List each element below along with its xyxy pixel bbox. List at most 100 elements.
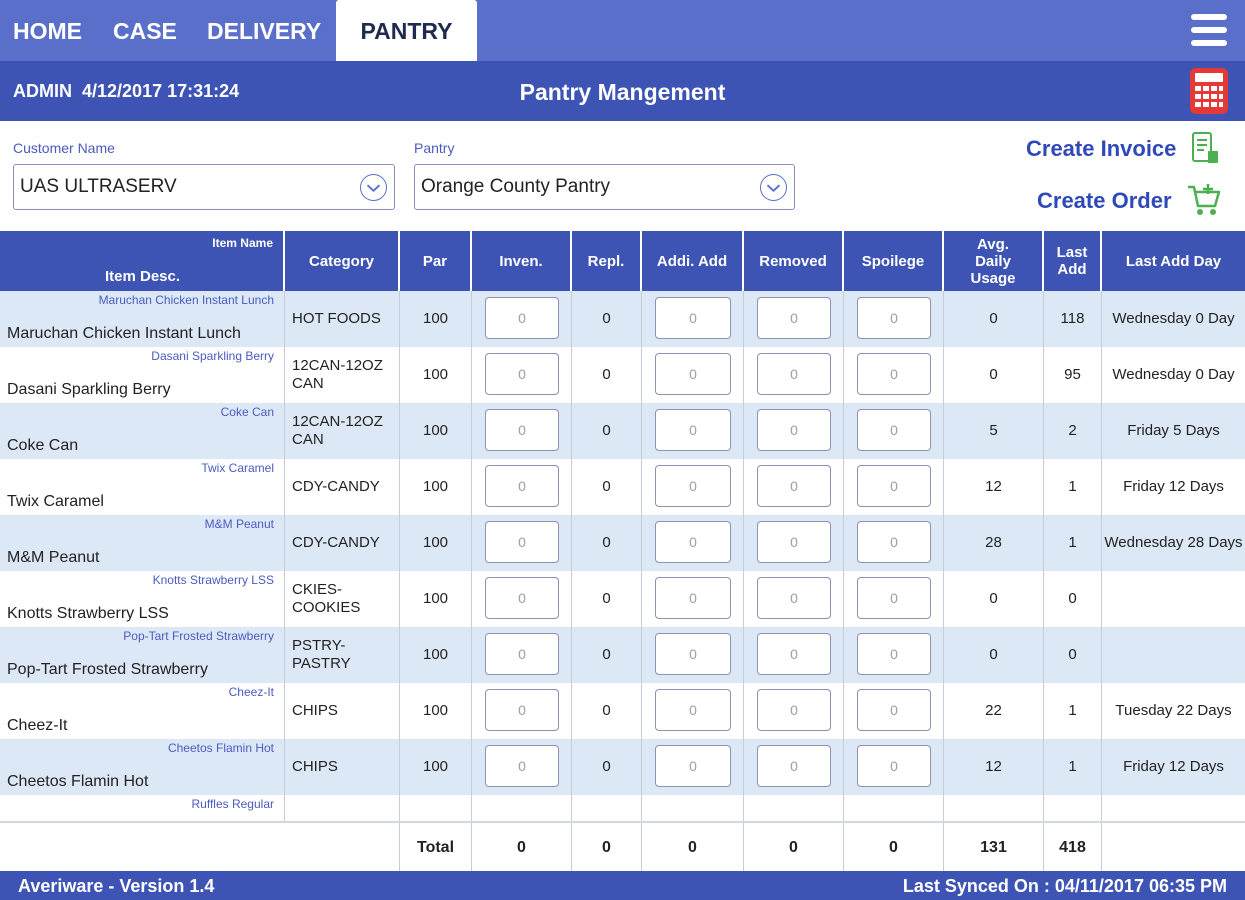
category-cell: 12CAN-12OZ CAN [285,403,400,459]
removed-cell: 0 [744,459,844,515]
inven-input[interactable]: 0 [485,465,559,507]
removed-input[interactable]: 0 [757,689,831,731]
spoilege-input[interactable]: 0 [857,465,931,507]
removed-input[interactable]: 0 [757,465,831,507]
removed-input[interactable]: 0 [757,633,831,675]
table-row[interactable]: Cheetos Flamin Hot Cheetos Flamin Hot CHIP… [0,739,1245,795]
table-row[interactable]: Pop-Tart Frosted Strawberry Pop-Tart Fros… [0,627,1245,683]
removed-cell: 0 [744,347,844,403]
addi-add-input[interactable]: 0 [655,353,731,395]
inven-cell: 0 [472,627,572,683]
table-row[interactable]: Ruffles Regular [0,795,1245,821]
inven-input[interactable]: 0 [485,521,559,563]
addi-add-input[interactable]: 0 [655,633,731,675]
tab-home[interactable]: HOME [13,18,82,44]
last-add-cell [1044,795,1102,821]
footer-bar: Averiware - Version 1.4 Last Synced On :… [0,871,1245,900]
removed-input[interactable]: 0 [757,353,831,395]
removed-input[interactable]: 0 [757,577,831,619]
removed-input[interactable]: 0 [757,409,831,451]
spoilege-input[interactable]: 0 [857,409,931,451]
spoilege-input[interactable]: 0 [857,353,931,395]
tab-pantry[interactable]: PANTRY [336,0,477,61]
table-row[interactable]: Cheez-It Cheez-It CHIPS 100 0 0 0 0 0 22 1 Tuesday … [0,683,1245,739]
par-cell: 100 [400,459,472,515]
last-add-day-cell: Tuesday 22 Days [1115,702,1232,719]
item-cell: Twix Caramel Twix Caramel [0,459,285,515]
repl-cell: 0 [572,739,642,795]
calculator-icon[interactable] [1189,67,1229,115]
removed-input[interactable]: 0 [757,297,831,339]
inven-input[interactable]: 0 [485,297,559,339]
last-add-cell: 1 [1044,515,1102,571]
create-order-button[interactable]: Create Order [1037,188,1172,213]
totals-row: Total 0 0 0 0 0 131 418 [0,821,1245,871]
addi-add-input[interactable]: 0 [655,521,731,563]
removed-cell: 0 [744,403,844,459]
item-desc: Maruchan Chicken Instant Lunch [7,325,241,342]
spoilege-cell: 0 [844,683,944,739]
spoilege-cell: 0 [844,515,944,571]
removed-cell: 0 [744,683,844,739]
category-cell: CDY-CANDY [285,459,400,515]
table-row[interactable]: Coke Can Coke Can 12CAN-12OZ CAN 100 0 0 0 0 0 5 2… [0,403,1245,459]
table-row[interactable]: Dasani Sparkling Berry Dasani Sparkling B… [0,347,1245,403]
spoilege-input[interactable]: 0 [857,577,931,619]
category-cell: 12CAN-12OZ CAN [285,347,400,403]
item-cell: Ruffles Regular [0,795,285,821]
hamburger-menu-icon[interactable] [1191,12,1227,48]
totals-avg: 131 [944,823,1044,871]
shopping-cart-icon[interactable] [1186,182,1222,218]
repl-cell: 0 [572,347,642,403]
avg-cell: 22 [944,683,1044,739]
spoilege-cell: 0 [844,627,944,683]
addi-add-cell: 0 [642,627,744,683]
addi-add-input[interactable]: 0 [655,745,731,787]
category-cell: CHIPS [285,683,400,739]
addi-add-input[interactable]: 0 [655,689,731,731]
inven-input[interactable]: 0 [485,745,559,787]
repl-cell: 0 [572,627,642,683]
spoilege-input[interactable]: 0 [857,297,931,339]
addi-add-cell [642,795,744,821]
header-inven: Inven. [472,231,572,291]
spoilege-cell: 0 [844,459,944,515]
addi-add-input[interactable]: 0 [655,409,731,451]
totals-spacer [0,823,400,871]
totals-inven: 0 [472,823,572,871]
item-cell: Dasani Sparkling Berry Dasani Sparkling B… [0,347,285,403]
addi-add-input[interactable]: 0 [655,465,731,507]
create-invoice-button[interactable]: Create Invoice [1026,136,1177,161]
header-avg-daily-usage: Avg. Daily Usage [944,231,1044,291]
spoilege-input[interactable]: 0 [857,633,931,675]
addi-add-input[interactable]: 0 [655,577,731,619]
addi-add-cell: 0 [642,459,744,515]
addi-add-input[interactable]: 0 [655,297,731,339]
inven-input[interactable]: 0 [485,689,559,731]
tab-case[interactable]: CASE [113,18,177,44]
item-cell: Knotts Strawberry LSS Knotts Strawberry L… [0,571,285,627]
table-row[interactable]: M&M Peanut M&M Peanut CDY-CANDY 100 0 0 0 0 0 28 1… [0,515,1245,571]
repl-cell: 0 [572,683,642,739]
spoilege-input[interactable]: 0 [857,689,931,731]
app-version: Averiware - Version 1.4 [18,876,215,896]
inven-input[interactable]: 0 [485,633,559,675]
tab-delivery[interactable]: DELIVERY [207,18,322,44]
inven-input[interactable]: 0 [485,353,559,395]
inven-input[interactable]: 0 [485,409,559,451]
customer-name-select[interactable]: UAS ULTRASERV [13,164,395,210]
spoilege-input[interactable]: 0 [857,745,931,787]
spoilege-input[interactable]: 0 [857,521,931,563]
table-row[interactable]: Knotts Strawberry LSS Knotts Strawberry L… [0,571,1245,627]
item-desc: Pop-Tart Frosted Strawberry [7,661,208,678]
inven-input[interactable]: 0 [485,577,559,619]
removed-input[interactable]: 0 [757,521,831,563]
avg-cell: 0 [944,347,1044,403]
par-cell: 100 [400,403,472,459]
spoilege-cell: 0 [844,403,944,459]
pantry-select[interactable]: Orange County Pantry [414,164,795,210]
table-row[interactable]: Twix Caramel Twix Caramel CDY-CANDY 100 0 0 0 0… [0,459,1245,515]
table-row[interactable]: Maruchan Chicken Instant Lunch Maruchan C… [0,291,1245,347]
removed-input[interactable]: 0 [757,745,831,787]
invoice-icon[interactable] [1190,131,1220,165]
